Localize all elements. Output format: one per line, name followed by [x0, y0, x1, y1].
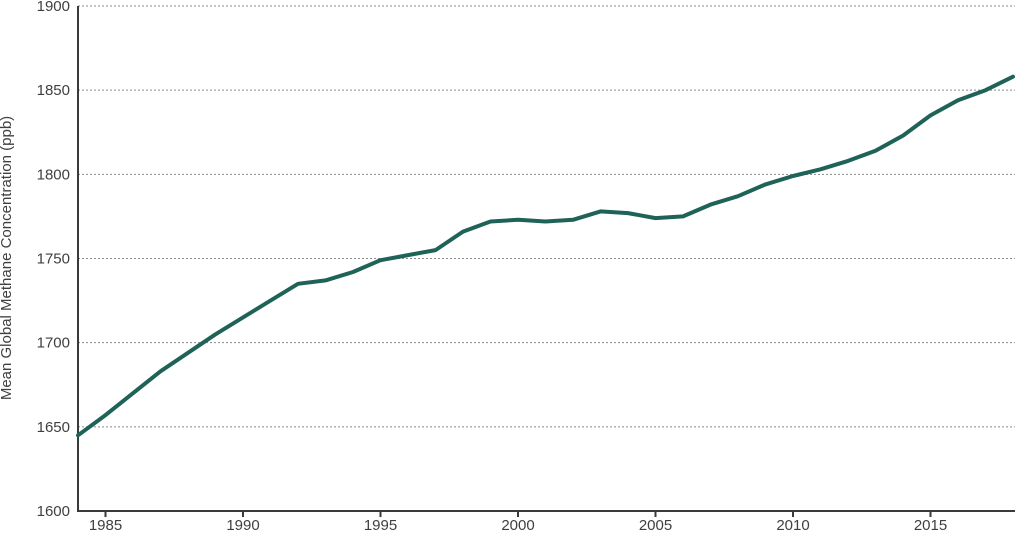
y-tick-label: 1750 [37, 251, 70, 268]
x-tick-label: 1985 [89, 517, 122, 534]
y-tick-label: 1600 [37, 503, 70, 520]
y-tick-label: 1900 [37, 0, 70, 15]
methane-series-line [76, 74, 1015, 438]
y-tick-labels: 1600 1650 1700 1750 1800 1850 1900 [37, 0, 70, 520]
x-tick-label: 2015 [914, 517, 947, 534]
x-tick-label: 1995 [364, 517, 397, 534]
x-tick-label: 2005 [639, 517, 672, 534]
y-tick-label: 1850 [37, 82, 70, 99]
x-tick-label: 2010 [776, 517, 809, 534]
y-tick-label: 1650 [37, 419, 70, 436]
axes [77, 6, 1015, 512]
y-tick-label: 1800 [37, 166, 70, 183]
x-tick-labels: 1985 1990 1995 2000 2005 2010 2015 [89, 511, 947, 534]
x-tick-label: 2000 [501, 517, 534, 534]
x-tick-label: 1990 [226, 517, 259, 534]
series-layer [76, 74, 1015, 438]
grid-lines [78, 5, 1015, 428]
y-axis-title: Mean Global Methane Concentration (ppb) [0, 116, 15, 400]
y-tick-label: 1700 [37, 335, 70, 352]
